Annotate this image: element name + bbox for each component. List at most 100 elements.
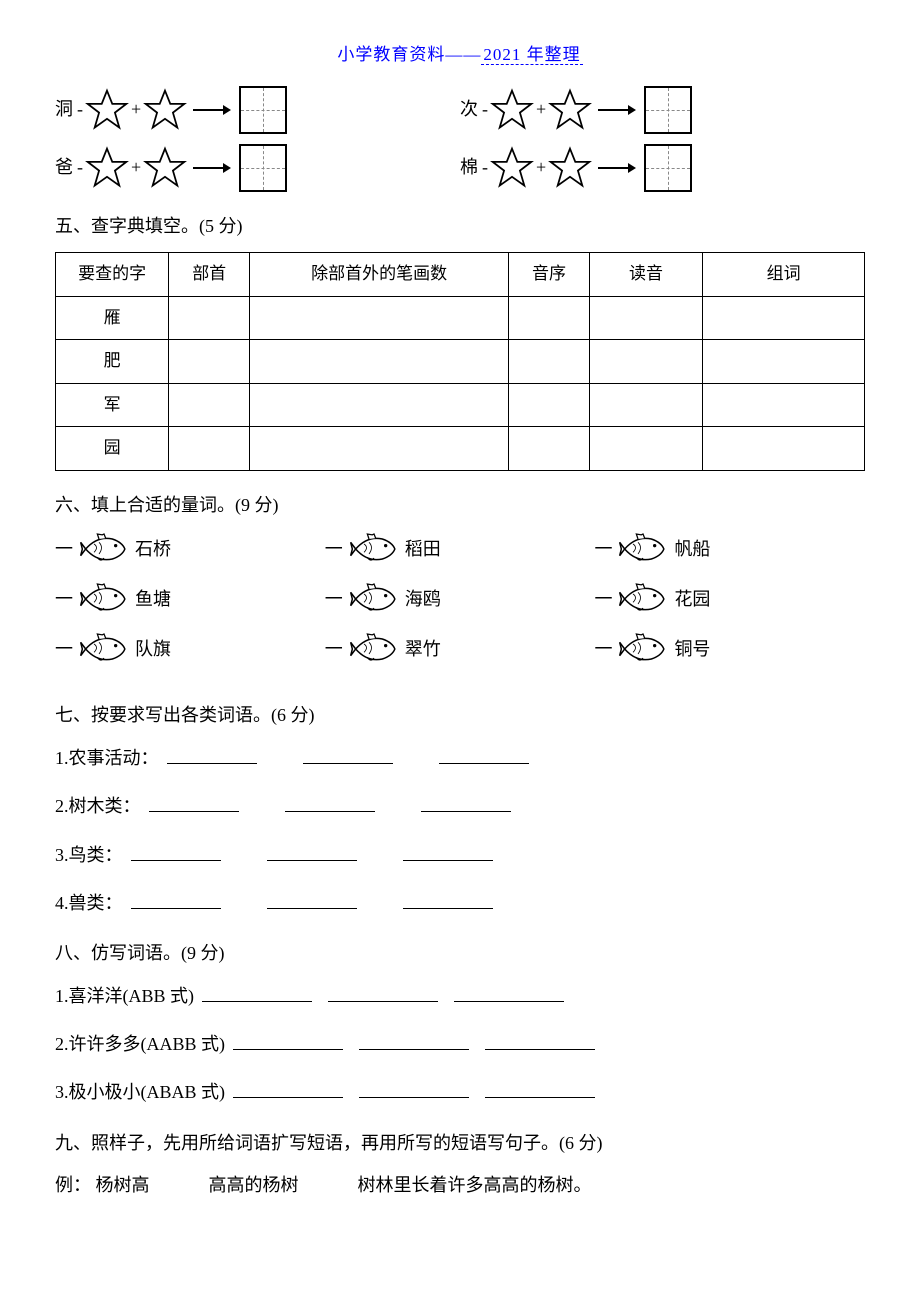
- measure-prefix: 一: [594, 633, 612, 665]
- table-header: 音序: [509, 252, 590, 296]
- star-equation: 洞 - +: [55, 86, 460, 134]
- blank-field[interactable]: [131, 860, 221, 861]
- example-c: 树林里长着许多高高的杨树。: [358, 1175, 592, 1195]
- lookup-char: 园: [56, 427, 169, 471]
- minus-op: -: [482, 93, 488, 125]
- result-box[interactable]: [239, 86, 287, 134]
- blank-cell[interactable]: [509, 383, 590, 427]
- blank-field[interactable]: [233, 1097, 343, 1098]
- blank-field[interactable]: [439, 763, 529, 764]
- line-label: 1.农事活动：: [55, 748, 159, 768]
- lookup-char: 军: [56, 383, 169, 427]
- fish-icon: [349, 631, 399, 667]
- measure-item: 一 海鸥: [325, 581, 595, 617]
- table-row: 园: [56, 427, 865, 471]
- blank-field[interactable]: [303, 763, 393, 764]
- example-a: 杨树高: [96, 1175, 150, 1195]
- blank-cell[interactable]: [589, 340, 702, 384]
- blank-field[interactable]: [131, 908, 221, 909]
- blank-cell[interactable]: [509, 340, 590, 384]
- blank-cell[interactable]: [169, 383, 250, 427]
- blank-cell[interactable]: [250, 427, 509, 471]
- arrow-icon: [596, 158, 636, 178]
- table-header: 要查的字: [56, 252, 169, 296]
- blank-field[interactable]: [202, 1001, 312, 1002]
- blank-field[interactable]: [403, 860, 493, 861]
- measure-item: 一 石桥: [55, 531, 325, 567]
- measure-noun: 石桥: [135, 533, 171, 565]
- measure-noun: 花园: [674, 583, 710, 615]
- blank-cell[interactable]: [589, 383, 702, 427]
- measure-noun: 铜号: [674, 633, 710, 665]
- blank-field[interactable]: [359, 1097, 469, 1098]
- result-box[interactable]: [239, 144, 287, 192]
- measure-noun: 鱼塘: [135, 583, 171, 615]
- blank-field[interactable]: [167, 763, 257, 764]
- measure-prefix: 一: [325, 583, 343, 615]
- blank-field[interactable]: [485, 1097, 595, 1098]
- table-row: 军: [56, 383, 865, 427]
- blank-cell[interactable]: [703, 340, 865, 384]
- blank-field[interactable]: [403, 908, 493, 909]
- plus-op: +: [131, 93, 141, 125]
- measure-prefix: 一: [594, 583, 612, 615]
- blank-cell[interactable]: [509, 427, 590, 471]
- blank-field[interactable]: [267, 860, 357, 861]
- section-8-content: 1.喜洋洋(ABB 式)2.许许多多(AABB 式)3.极小极小(ABAB 式): [55, 980, 865, 1109]
- blank-cell[interactable]: [589, 427, 702, 471]
- fill-line: 4.兽类：: [55, 887, 865, 919]
- blank-field[interactable]: [454, 1001, 564, 1002]
- fish-icon: [618, 581, 668, 617]
- table-header: 组词: [703, 252, 865, 296]
- blank-field[interactable]: [149, 811, 239, 812]
- blank-cell[interactable]: [169, 340, 250, 384]
- measure-noun: 队旗: [135, 633, 171, 665]
- result-box[interactable]: [644, 86, 692, 134]
- blank-field[interactable]: [485, 1049, 595, 1050]
- section-5-title: 五、查字典填空。(5 分): [55, 210, 865, 242]
- blank-field[interactable]: [267, 908, 357, 909]
- blank-field[interactable]: [328, 1001, 438, 1002]
- blank-cell[interactable]: [703, 427, 865, 471]
- blank-field[interactable]: [285, 811, 375, 812]
- measure-word-grid: 一 石桥一 稻田一 帆船一: [55, 531, 865, 681]
- fish-icon: [618, 531, 668, 567]
- measure-prefix: 一: [55, 533, 73, 565]
- fish-icon: [349, 581, 399, 617]
- line-label: 1.喜洋洋(ABB 式): [55, 986, 194, 1006]
- table-header: 除部首外的笔画数: [250, 252, 509, 296]
- fill-line: 3.鸟类：: [55, 839, 865, 871]
- plus-op: +: [131, 151, 141, 183]
- blank-cell[interactable]: [169, 427, 250, 471]
- result-box[interactable]: [644, 144, 692, 192]
- blank-cell[interactable]: [250, 383, 509, 427]
- char-label: 棉: [460, 151, 478, 183]
- blank-cell[interactable]: [509, 296, 590, 340]
- table-row: 肥: [56, 340, 865, 384]
- dictionary-table: 要查的字部首除部首外的笔画数音序读音组词 雁肥军园: [55, 252, 865, 471]
- blank-cell[interactable]: [250, 340, 509, 384]
- blank-cell[interactable]: [703, 383, 865, 427]
- star-icon: [548, 88, 592, 132]
- blank-cell[interactable]: [169, 296, 250, 340]
- blank-cell[interactable]: [703, 296, 865, 340]
- line-label: 3.极小极小(ABAB 式): [55, 1082, 225, 1102]
- lookup-char: 雁: [56, 296, 169, 340]
- blank-field[interactable]: [233, 1049, 343, 1050]
- measure-noun: 稻田: [405, 533, 441, 565]
- blank-cell[interactable]: [589, 296, 702, 340]
- fill-line: 2.树木类：: [55, 790, 865, 822]
- example-b: 高高的杨树: [209, 1175, 299, 1195]
- measure-item: 一 花园: [594, 581, 864, 617]
- star-icon: [143, 146, 187, 190]
- blank-cell[interactable]: [250, 296, 509, 340]
- minus-op: -: [77, 151, 83, 183]
- measure-noun: 帆船: [674, 533, 710, 565]
- fill-line: 3.极小极小(ABAB 式): [55, 1076, 865, 1108]
- plus-op: +: [536, 151, 546, 183]
- line-label: 3.鸟类：: [55, 845, 123, 865]
- measure-noun: 翠竹: [405, 633, 441, 665]
- page-header: 小学教育资料——2021 年整理: [55, 40, 865, 71]
- blank-field[interactable]: [421, 811, 511, 812]
- blank-field[interactable]: [359, 1049, 469, 1050]
